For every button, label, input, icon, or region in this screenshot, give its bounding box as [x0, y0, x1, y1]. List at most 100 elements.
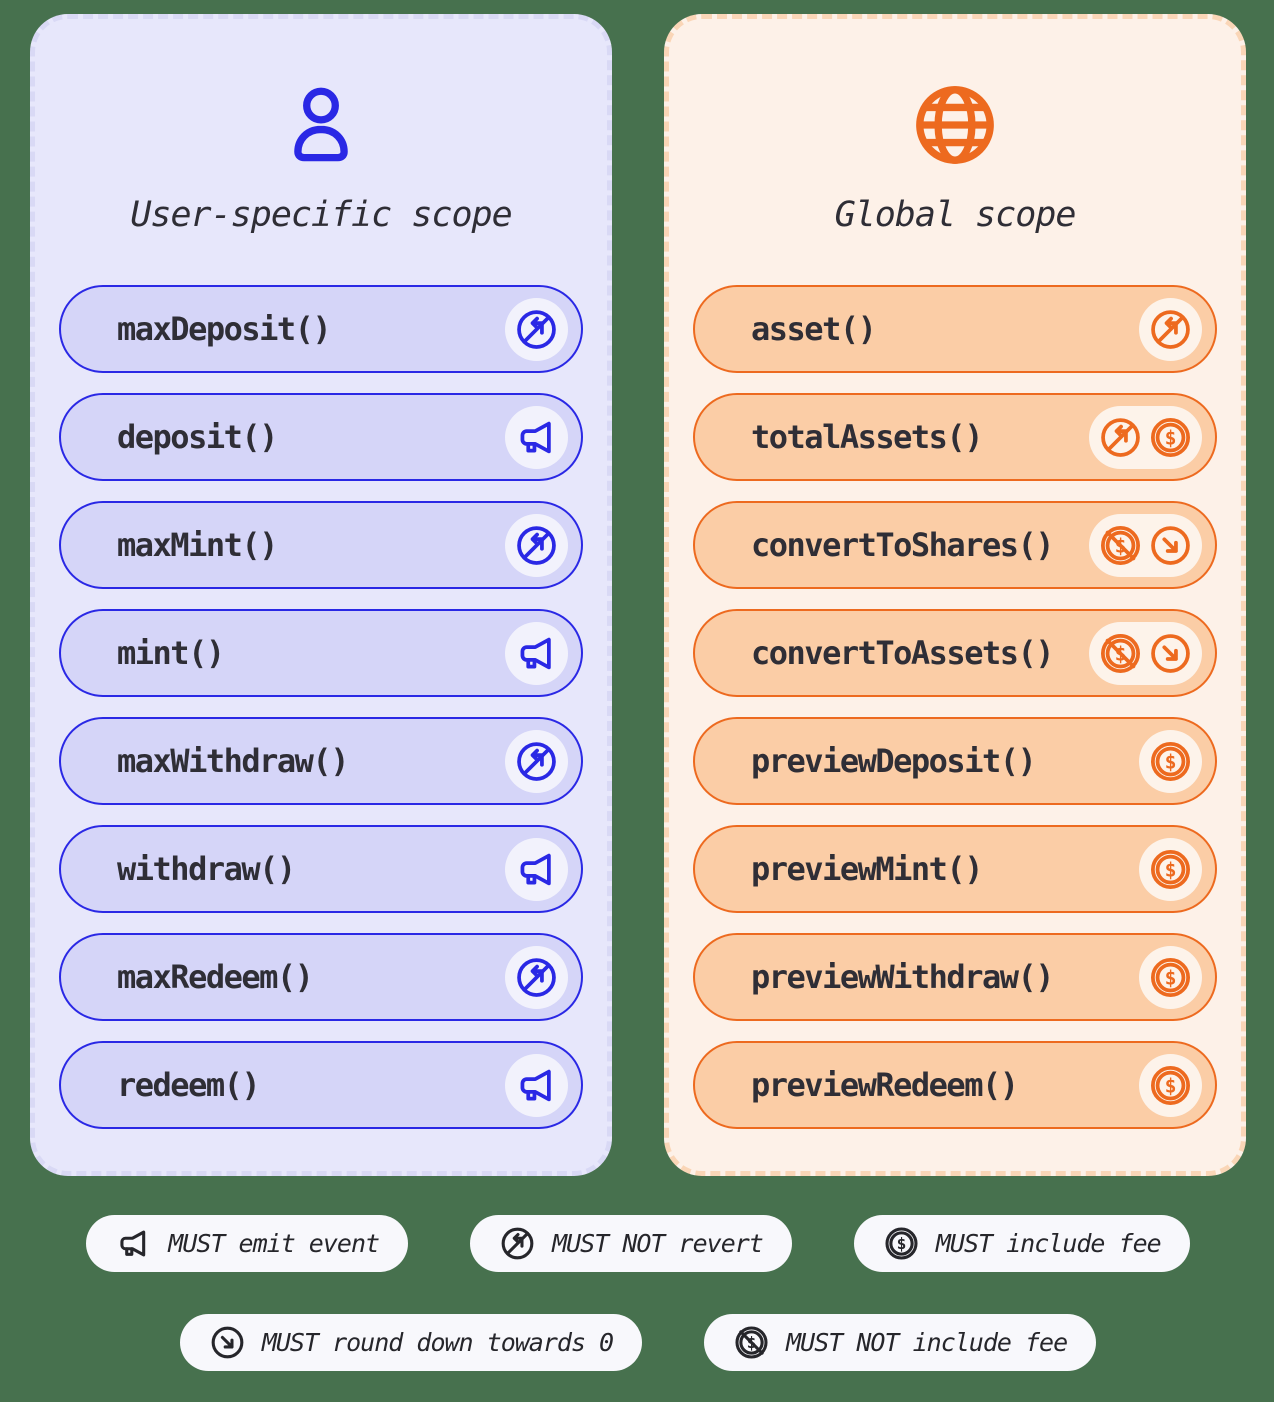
rule-icon-chip	[505, 621, 568, 685]
dollar-coin-icon: $	[1148, 1063, 1193, 1108]
function-name: maxMint()	[117, 526, 278, 564]
function-name: convertToShares()	[751, 526, 1055, 564]
rule-icon-chip	[505, 729, 568, 793]
globe-icon	[911, 81, 999, 169]
no-revert-icon	[514, 739, 559, 784]
no-revert-icon	[499, 1225, 536, 1262]
function-pill-mint: mint()	[59, 609, 583, 697]
function-pill-previewMint: previewMint() $	[693, 825, 1217, 913]
function-pill-maxRedeem: maxRedeem()	[59, 933, 583, 1021]
function-pill-redeem: redeem()	[59, 1041, 583, 1129]
dollar-coin-icon: $	[1148, 415, 1193, 460]
rule-icon-chip	[505, 405, 568, 469]
function-name: previewMint()	[751, 850, 983, 888]
function-pill-convertToAssets: convertToAssets() $	[693, 609, 1217, 697]
round-down-arrow-icon	[1148, 631, 1193, 676]
rule-icon-chip: $	[1139, 729, 1202, 793]
function-name: previewRedeem()	[751, 1066, 1019, 1104]
legend-label: MUST NOT revert	[552, 1229, 764, 1258]
dollar-coin-icon: $	[1148, 739, 1193, 784]
megaphone-icon	[514, 1063, 559, 1108]
no-revert-icon	[1148, 307, 1193, 352]
rule-icon-chip	[505, 297, 568, 361]
function-pill-maxDeposit: maxDeposit()	[59, 285, 583, 373]
rule-icon-chip: $	[1139, 837, 1202, 901]
megaphone-icon	[514, 847, 559, 892]
rule-icon-chip: $	[1089, 621, 1202, 685]
rule-icon-chip	[505, 513, 568, 577]
dollar-coin-icon: $	[1148, 955, 1193, 1000]
legend-pill-include-fee: $ MUST include fee	[853, 1215, 1190, 1272]
rule-icon-chip: $	[1139, 1053, 1202, 1117]
global-scope-panel: Global scope asset() totalAssets() $ conver…	[664, 14, 1246, 1176]
svg-text:$: $	[1165, 858, 1177, 881]
rule-icon-chip: $	[1089, 513, 1202, 577]
user-scope-title: User-specific scope	[130, 195, 512, 235]
no-revert-icon	[1098, 415, 1143, 460]
svg-text:$: $	[1165, 750, 1177, 773]
person-icon	[277, 81, 365, 169]
svg-text:$: $	[1165, 966, 1177, 989]
megaphone-icon	[115, 1225, 152, 1262]
function-pill-previewWithdraw: previewWithdraw() $	[693, 933, 1217, 1021]
function-pill-previewRedeem: previewRedeem() $	[693, 1041, 1217, 1129]
function-name: redeem()	[117, 1066, 261, 1104]
function-name: previewDeposit()	[751, 742, 1037, 780]
legend-label: MUST emit event	[168, 1229, 380, 1258]
function-name: totalAssets()	[751, 418, 983, 456]
legend: MUST emit event MUST NOT revert $ MUST incl…	[30, 1215, 1246, 1371]
rule-icon-chip	[505, 1053, 568, 1117]
function-name: previewWithdraw()	[751, 958, 1055, 996]
no-revert-icon	[514, 523, 559, 568]
dollar-coin-icon: $	[1148, 847, 1193, 892]
rule-icon-chip	[505, 945, 568, 1009]
crossed-dollar-coin-icon: $	[1098, 631, 1143, 676]
function-pill-asset: asset()	[693, 285, 1217, 373]
rule-icon-chip	[505, 837, 568, 901]
round-down-arrow-icon	[209, 1324, 246, 1361]
function-pill-totalAssets: totalAssets() $	[693, 393, 1217, 481]
no-revert-icon	[514, 307, 559, 352]
legend-pill-emit-event: MUST emit event	[86, 1215, 409, 1272]
legend-pill-round-down: MUST round down towards 0	[179, 1314, 643, 1371]
function-name: maxWithdraw()	[117, 742, 349, 780]
megaphone-icon	[514, 631, 559, 676]
globe-icon	[693, 81, 1217, 169]
scope-panels: User-specific scope maxDeposit() deposit(…	[30, 14, 1246, 1176]
function-name: convertToAssets()	[751, 634, 1055, 672]
crossed-dollar-coin-icon: $	[733, 1324, 770, 1361]
legend-label: MUST NOT include fee	[786, 1328, 1068, 1357]
svg-text:$: $	[1165, 1074, 1177, 1097]
function-pill-convertToShares: convertToShares() $	[693, 501, 1217, 589]
no-revert-icon	[514, 955, 559, 1000]
function-pill-withdraw: withdraw()	[59, 825, 583, 913]
legend-row-1: MUST emit event MUST NOT revert $ MUST incl…	[30, 1215, 1246, 1272]
rule-icon-chip: $	[1089, 405, 1202, 469]
rule-icon-chip	[1139, 297, 1202, 361]
function-name: deposit()	[117, 418, 278, 456]
function-pill-maxWithdraw: maxWithdraw()	[59, 717, 583, 805]
legend-label: MUST round down towards 0	[261, 1328, 614, 1357]
global-function-list: asset() totalAssets() $ convertToShares() $ c…	[693, 285, 1217, 1129]
legend-row-2: MUST round down towards 0 $ MUST NOT inclu…	[30, 1314, 1246, 1371]
function-name: maxDeposit()	[117, 310, 332, 348]
svg-text:$: $	[896, 1234, 906, 1253]
function-name: asset()	[751, 310, 877, 348]
round-down-arrow-icon	[1148, 523, 1193, 568]
megaphone-icon	[514, 415, 559, 460]
function-pill-previewDeposit: previewDeposit() $	[693, 717, 1217, 805]
function-pill-deposit: deposit()	[59, 393, 583, 481]
svg-text:$: $	[1165, 426, 1177, 449]
legend-pill-no-revert: MUST NOT revert	[470, 1215, 792, 1272]
person-icon	[59, 81, 583, 169]
crossed-dollar-coin-icon: $	[1098, 523, 1143, 568]
function-name: mint()	[117, 634, 225, 672]
rule-icon-chip: $	[1139, 945, 1202, 1009]
user-function-list: maxDeposit() deposit() maxMint() mint() maxW…	[59, 285, 583, 1129]
user-scope-panel: User-specific scope maxDeposit() deposit(…	[30, 14, 612, 1176]
global-scope-title: Global scope	[834, 195, 1077, 235]
function-name: withdraw()	[117, 850, 296, 888]
dollar-coin-icon: $	[883, 1225, 920, 1262]
legend-label: MUST include fee	[935, 1229, 1162, 1258]
